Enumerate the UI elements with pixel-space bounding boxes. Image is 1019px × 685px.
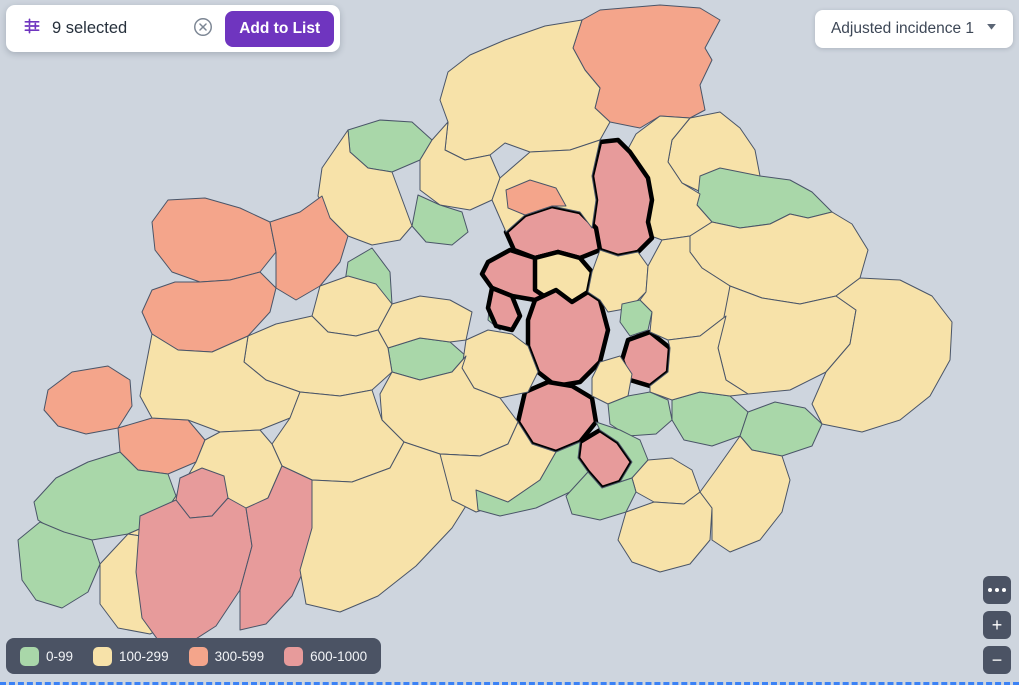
legend-label: 600-1000 <box>310 648 368 664</box>
map-region[interactable] <box>811 277 953 433</box>
ellipsis-icon <box>988 588 1006 592</box>
map-region[interactable] <box>269 195 349 301</box>
legend-swatch-600-1000 <box>284 646 304 666</box>
legend-item: 100-299 <box>93 646 169 666</box>
legend-swatch-0-99 <box>20 646 39 666</box>
legend-item: 0-99 <box>20 646 74 666</box>
legend-label: 100-299 <box>119 648 169 664</box>
map-region[interactable] <box>317 129 413 246</box>
tune-icon <box>22 16 42 41</box>
map-region[interactable] <box>565 471 637 521</box>
add-to-list-button[interactable]: Add to List <box>225 10 335 47</box>
plus-icon: + <box>991 615 1003 635</box>
legend-item: 600-1000 <box>284 646 368 666</box>
legend-swatch-300-599 <box>188 646 208 666</box>
map-region[interactable] <box>17 521 101 609</box>
legend-label: 0-99 <box>46 648 74 664</box>
map-region[interactable] <box>671 391 749 447</box>
minus-icon: − <box>991 650 1003 670</box>
zoom-out-button[interactable]: − <box>983 646 1011 674</box>
map-region[interactable] <box>617 491 713 573</box>
selected-count-label: 9 selected <box>52 19 128 37</box>
map-region[interactable] <box>299 441 481 613</box>
map-region[interactable] <box>411 194 469 246</box>
map-region[interactable] <box>649 315 749 401</box>
legend-swatch-100-299 <box>93 646 113 666</box>
map-region[interactable] <box>151 197 277 283</box>
map-region-selected[interactable] <box>485 285 523 333</box>
map-regions <box>17 4 953 645</box>
close-circle-icon <box>192 16 214 41</box>
map-region[interactable] <box>699 435 791 553</box>
map-controls: + − <box>983 576 1011 674</box>
metric-dropdown-value: Adjusted incidence 1 <box>830 20 974 37</box>
clear-selection-button[interactable] <box>191 17 215 41</box>
more-options-button[interactable] <box>983 576 1011 604</box>
map-region[interactable] <box>135 497 253 645</box>
map-region[interactable] <box>739 401 823 457</box>
map-region[interactable] <box>475 441 589 517</box>
map-region[interactable] <box>439 19 611 161</box>
metric-dropdown[interactable]: Adjusted incidence 1 <box>814 10 1013 48</box>
map-region[interactable] <box>43 365 133 435</box>
legend-label: 300-599 <box>214 648 265 664</box>
legend-item: 300-599 <box>188 646 265 666</box>
legend: 0-99 100-299 300-599 600-1000 <box>6 638 382 674</box>
chevron-down-icon <box>984 19 999 39</box>
zoom-in-button[interactable]: + <box>983 611 1011 639</box>
selection-chip: 9 selected Add to List <box>6 5 341 52</box>
map-region[interactable] <box>505 179 567 216</box>
